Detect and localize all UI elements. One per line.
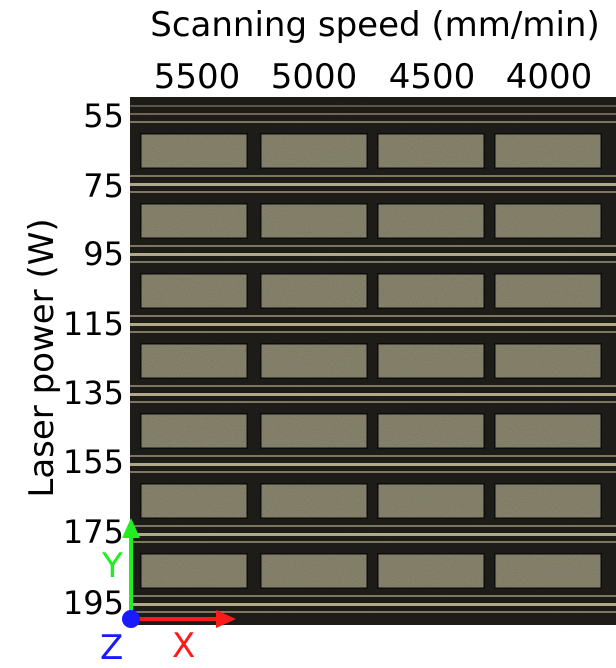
row-label-115: 115 [62, 305, 124, 343]
column-label-4000: 4000 [505, 57, 593, 97]
row-label-155: 155 [62, 443, 124, 481]
specimen-grid [130, 97, 616, 625]
z-axis-triad-label: Z [100, 628, 124, 668]
row-label-55: 55 [83, 97, 124, 135]
column-label-5500: 5500 [153, 57, 241, 97]
x-axis-triad-label: X [172, 626, 196, 666]
row-label-195: 195 [62, 584, 124, 622]
row-label-135: 135 [62, 374, 124, 412]
column-label-5000: 5000 [270, 57, 358, 97]
figure-title: Scanning speed (mm/min) [150, 5, 600, 45]
column-label-4500: 4500 [388, 57, 476, 97]
y-arrow-head [122, 518, 140, 538]
row-label-75: 75 [83, 167, 124, 205]
specimen-speckle [130, 97, 616, 625]
y-axis-triad-label: Y [102, 546, 123, 586]
row-label-175: 175 [62, 513, 124, 551]
specimen-photo [130, 97, 616, 625]
x-arrow-head [216, 610, 236, 628]
z-axis-dot [122, 610, 140, 628]
row-label-95: 95 [83, 235, 124, 273]
